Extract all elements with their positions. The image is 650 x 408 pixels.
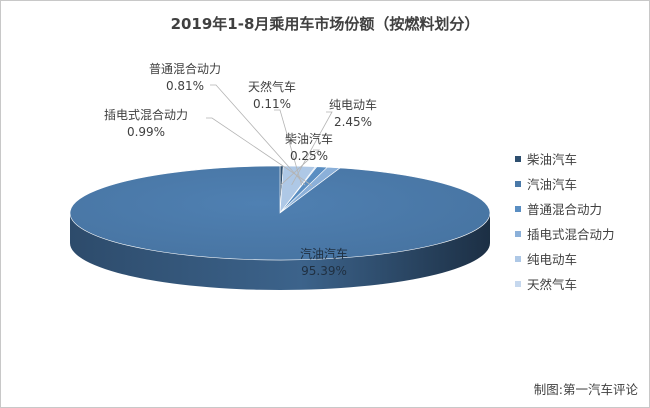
data-label-name: 普通混合动力 xyxy=(149,62,222,76)
pie-sides xyxy=(70,213,490,290)
leader-line-phev xyxy=(206,117,313,187)
legend-item-phev: 插电式混合动力 xyxy=(515,221,615,246)
pie-side-wall xyxy=(70,213,490,290)
legend-label: 插电式混合动力 xyxy=(527,227,615,242)
legend-swatch xyxy=(515,230,521,237)
credit-text: 制图:第一汽车评论 xyxy=(533,382,638,397)
legend-label: 天然气车 xyxy=(527,277,578,292)
leader-line-hybrid xyxy=(210,84,306,186)
legend-item-ev: 纯电动车 xyxy=(515,246,615,271)
chart-title: 2019年1-8月乘用车市场份额（按燃料划分） xyxy=(170,15,480,33)
data-label-value: 0.81% xyxy=(165,79,205,93)
legend-label: 普通混合动力 xyxy=(527,202,603,217)
pie-slices xyxy=(69,165,491,261)
legend-swatch xyxy=(515,155,521,162)
legend: 柴油汽车汽油汽车普通混合动力 插电式混合动力 纯电动车天然气车 xyxy=(515,146,615,296)
pie-slice-gasoline xyxy=(69,165,491,261)
legend-swatch xyxy=(515,180,521,187)
data-label-cng: 天然气车 0.11% xyxy=(248,79,296,113)
data-label-name: 天然气车 xyxy=(248,80,297,94)
leader-lines xyxy=(206,84,333,187)
data-label-ev: 纯电动车 2.45% xyxy=(329,97,377,131)
legend-label: 汽油汽车 xyxy=(527,177,578,192)
data-label-name: 柴油汽车 xyxy=(285,132,334,146)
legend-swatch xyxy=(515,205,521,212)
data-label-diesel: 柴油汽车 0.25% xyxy=(285,131,333,165)
data-label-value: 2.45% xyxy=(333,115,373,129)
leader-line-ev xyxy=(291,111,333,186)
data-label-gasoline: 汽油汽车 95.39% xyxy=(300,246,348,280)
data-label-value: 0.11% xyxy=(252,97,292,111)
data-label-value: 95.39% xyxy=(301,264,347,278)
legend-item-hybrid: 普通混合动力 xyxy=(515,196,615,221)
legend-item-gasoline: 汽油汽车 xyxy=(515,171,615,196)
data-label-name: 汽油汽车 xyxy=(300,247,349,261)
legend-item-cng: 天然气车 xyxy=(515,271,615,296)
data-label-name: 纯电动车 xyxy=(329,98,378,112)
data-label-hybrid: 普通混合动力 0.81% xyxy=(149,61,221,95)
legend-label: 纯电动车 xyxy=(527,252,578,267)
data-label-value: 0.25% xyxy=(289,149,329,163)
data-label-value: 0.99% xyxy=(126,125,166,139)
data-label-name: 插电式混合动力 xyxy=(104,108,189,122)
legend-label: 柴油汽车 xyxy=(527,152,578,167)
data-label-phev: 插电式混合动力 0.99% xyxy=(104,107,188,141)
legend-item-diesel: 柴油汽车 xyxy=(515,146,615,171)
legend-swatch xyxy=(515,255,521,262)
leader-line-cng xyxy=(274,109,303,186)
legend-swatch xyxy=(515,280,521,287)
